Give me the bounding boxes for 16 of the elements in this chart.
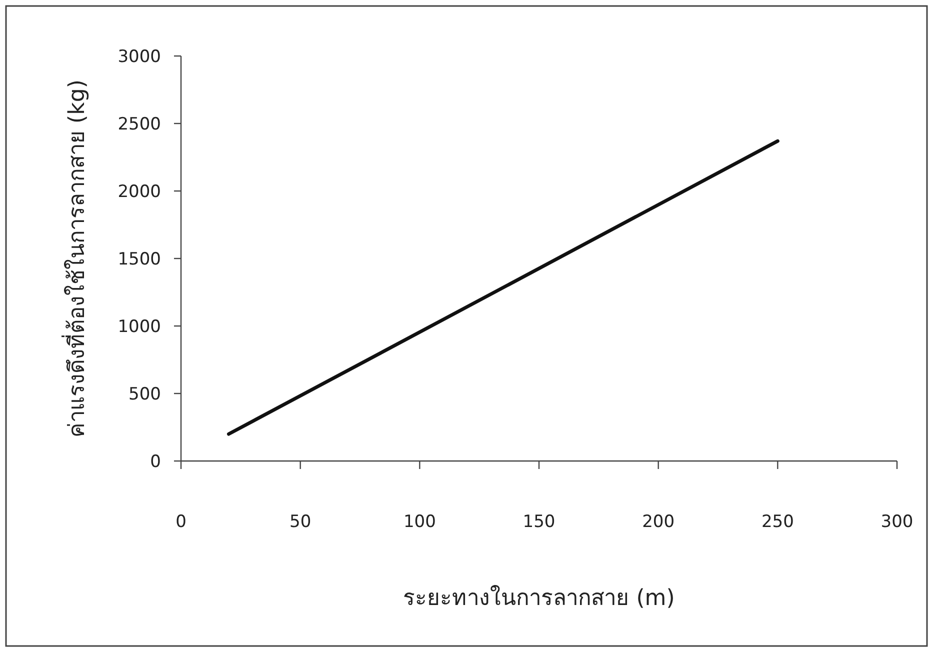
x-axis-title: ระยะทางในการลากสาย (m)	[403, 585, 675, 611]
y-tick-label: 0	[150, 452, 161, 472]
y-tick-label: 2000	[118, 182, 161, 202]
y-tick-label: 3000	[118, 47, 161, 67]
x-tick-label: 200	[642, 512, 675, 532]
y-tick-label: 1500	[118, 250, 161, 270]
x-tick-label: 150	[522, 512, 556, 532]
y-tick-label: 500	[128, 384, 161, 404]
y-tick-label: 1000	[118, 317, 161, 337]
x-tick-label: 100	[403, 512, 436, 532]
y-tick-label: 2500	[118, 114, 161, 134]
x-tick-label: 250	[761, 512, 794, 532]
x-tick-label: 0	[176, 512, 186, 532]
x-tick-label: 50	[290, 512, 312, 532]
y-axis-title: ค่าแรงดึงที่ต้องใช้ในการลากสาย (kg)	[61, 80, 90, 438]
x-tick-label: 300	[880, 512, 914, 532]
